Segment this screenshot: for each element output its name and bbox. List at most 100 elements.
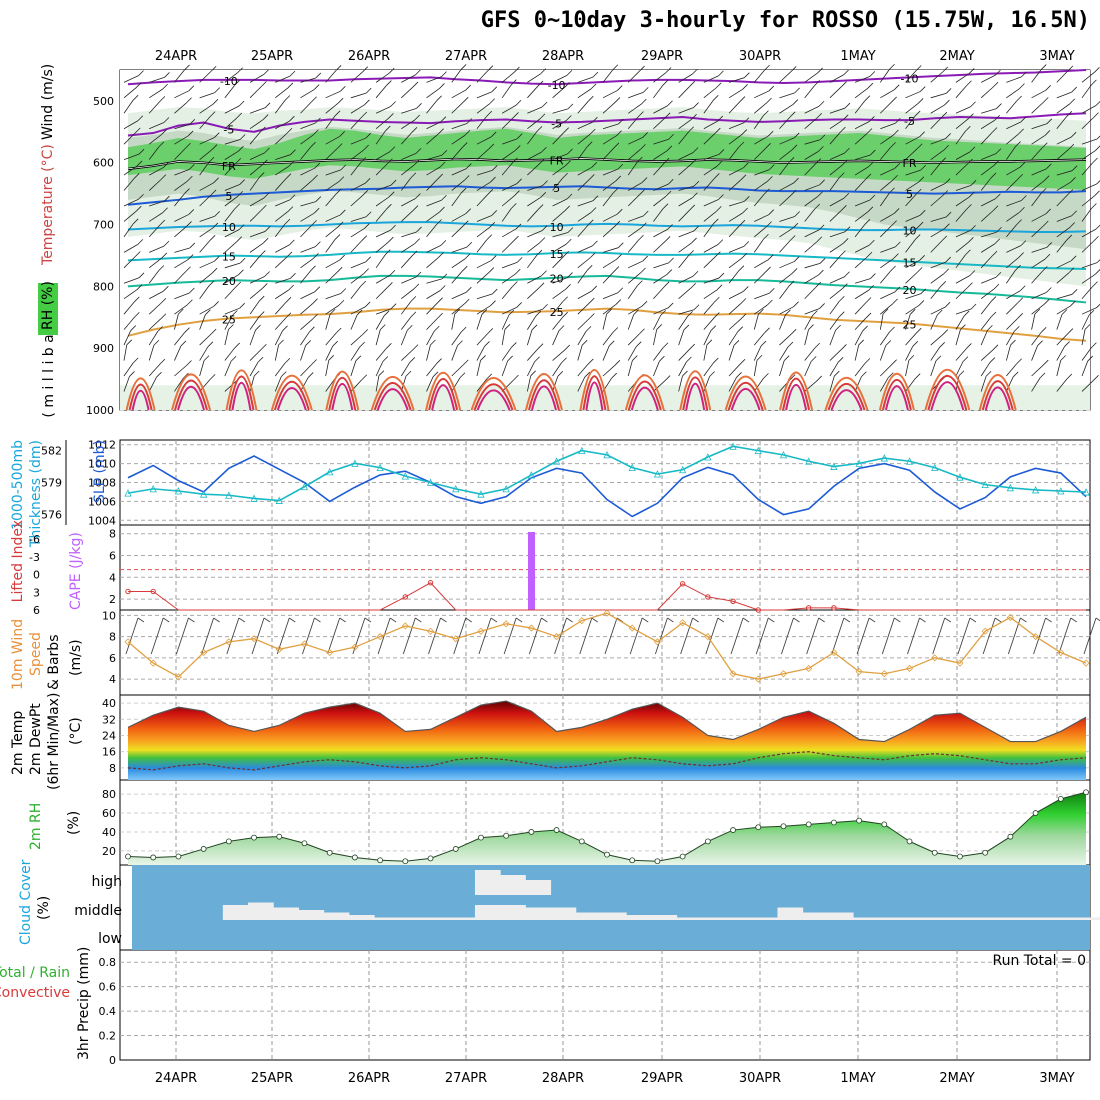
wind-barb-flag <box>340 86 346 92</box>
wind-barb <box>703 199 719 207</box>
wind-speed-point <box>779 670 788 678</box>
wind-barb-flag <box>642 132 648 138</box>
rh-point <box>982 849 989 856</box>
wind-barb <box>653 150 668 160</box>
wind-barb-flag <box>790 66 797 72</box>
wind-barb <box>627 70 640 83</box>
wind-barb-flag <box>558 325 565 331</box>
low-level-isotherm <box>525 373 563 411</box>
wind-barb <box>527 230 543 238</box>
cape-point <box>402 594 409 600</box>
wind-barb-flag <box>309 326 315 333</box>
wind-barb <box>703 256 716 269</box>
isotherm-label: 20 <box>903 284 917 297</box>
wind-barb-flag <box>382 356 389 362</box>
wind-barb-flag <box>211 267 218 274</box>
wind-barb-flag <box>616 85 623 91</box>
li-tick-label: -3 <box>29 551 40 564</box>
wind-barb <box>552 376 559 392</box>
wind-barb <box>476 136 492 145</box>
date-label-top: 25APR <box>251 49 293 64</box>
wind-barb <box>224 72 238 83</box>
wind-barb-flag <box>138 193 144 200</box>
surface-wind-barb-flag <box>919 617 926 623</box>
wind-barb-flag <box>944 178 951 184</box>
wind-barb <box>350 216 367 222</box>
wind-barb-flag <box>682 370 688 377</box>
wind-barb-flag <box>1095 224 1100 230</box>
wind-barb-flag <box>262 114 269 120</box>
temp-tick-label: 16 <box>102 746 116 759</box>
wind-barb <box>199 227 214 238</box>
low-level-isotherm <box>425 372 462 411</box>
wind-barb-flag <box>508 309 515 316</box>
wind-barb-flag <box>364 177 371 184</box>
wind-barb-flag <box>783 355 790 361</box>
thickness-point <box>754 446 762 455</box>
rh-point <box>604 851 610 858</box>
wind-barb <box>249 209 262 222</box>
wind-barb <box>1056 215 1072 222</box>
wind-barb <box>451 313 456 330</box>
date-label-bottom: 26APR <box>348 1071 390 1086</box>
wind-speed-point <box>1057 648 1065 657</box>
wind-barb-flag <box>536 249 543 256</box>
wind-barb <box>1031 123 1047 130</box>
wind-barb-flag <box>440 240 447 246</box>
wind-barb <box>754 304 768 315</box>
wind-barb-flag <box>263 69 270 75</box>
wind-barb-flag <box>687 311 693 317</box>
wind-barb-flag <box>837 357 844 363</box>
wind-barb <box>375 315 385 330</box>
wind-barb-flag <box>588 358 594 365</box>
wind-barb <box>375 348 387 361</box>
wind-barb <box>501 104 517 114</box>
wind-barb <box>174 345 182 361</box>
rh-point <box>780 823 787 830</box>
wind-barb-flag <box>542 303 548 310</box>
wind-barb <box>577 146 588 160</box>
wind-barb-flag <box>663 157 670 164</box>
wind-barb <box>628 91 644 99</box>
wind-barb <box>753 314 759 330</box>
wind-barb <box>1056 91 1072 99</box>
wind-barb-flag <box>767 176 773 182</box>
surface-wind-barb-flag <box>994 617 1002 623</box>
wind-barb-flag <box>733 340 740 346</box>
wind-barb-flag <box>939 341 945 348</box>
wind-barb-flag <box>842 159 848 166</box>
wind-barb <box>627 194 640 207</box>
wind-barb-flag <box>737 326 744 332</box>
wind-barb <box>627 285 638 299</box>
wind-barb <box>350 182 366 191</box>
wind-barb <box>174 147 186 160</box>
wind-barb <box>653 361 660 377</box>
isotherm-FR-inner <box>127 158 1087 170</box>
wind-barb-flag <box>365 256 372 263</box>
wind-label-3: & Barbs <box>46 635 62 691</box>
wind-barb-flag <box>504 324 511 330</box>
wind-barb-flag <box>315 117 321 124</box>
wind-barb-flag <box>1093 375 1099 381</box>
date-label-top: 27APR <box>445 49 487 64</box>
wind-barb <box>955 184 972 191</box>
surface-wind-barb <box>226 617 240 655</box>
wind-barb <box>1081 273 1096 284</box>
wind-barb-flag <box>567 272 573 278</box>
wind-barb <box>930 195 944 207</box>
wind-barb <box>804 361 812 377</box>
wind-barb <box>199 272 213 284</box>
wind-barb <box>1006 178 1018 191</box>
pressure-tick-label: 900 <box>93 342 114 355</box>
wind-barb <box>880 89 895 99</box>
wind-barb-flag <box>962 356 969 362</box>
wind-barb-flag <box>365 87 372 94</box>
isotherm-label: FR <box>903 157 917 170</box>
wind-barb-flag <box>187 299 193 306</box>
wind-barb-flag <box>992 205 999 212</box>
wind-barb <box>653 274 668 284</box>
wind-speed-point <box>553 632 561 641</box>
wind-barb <box>728 224 741 238</box>
wind-barb <box>728 134 743 145</box>
wind-barb-flag <box>819 134 826 141</box>
